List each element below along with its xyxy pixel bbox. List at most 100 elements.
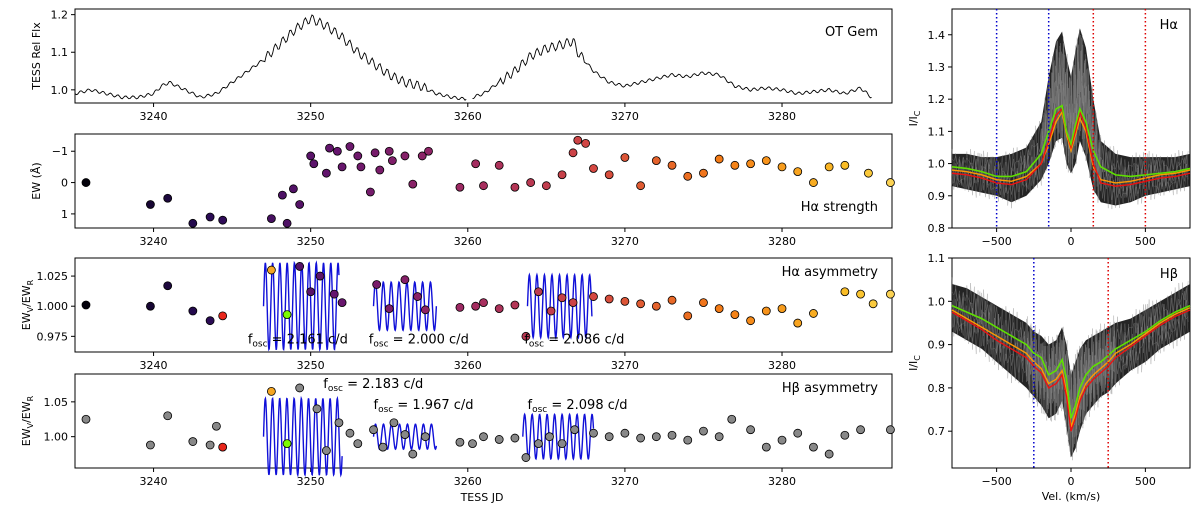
ew-point [345, 142, 355, 151]
asymmetry-point [667, 295, 677, 305]
ew-point [277, 190, 287, 200]
y-tick-label: 0.7 [928, 425, 946, 438]
ew-point [332, 146, 342, 156]
asymmetry-point [455, 437, 465, 447]
ew-point [309, 159, 319, 169]
asymmetry-point [868, 299, 878, 309]
x-tick-label: 3280 [768, 475, 796, 488]
asymmetry-point [266, 387, 276, 396]
light-curve-segment [472, 38, 872, 100]
x-tick-label: 500 [1135, 475, 1156, 488]
asymmetry-point [651, 432, 661, 442]
ew-point [809, 178, 818, 187]
asymmetry-point [727, 414, 737, 424]
x-tick-label: 0 [1068, 235, 1075, 248]
asymmetry-point [557, 293, 567, 303]
x-tick-label: 3250 [297, 359, 325, 372]
asymmetry-point [856, 289, 865, 299]
asymmetry-point [413, 292, 422, 301]
ew-point [714, 154, 724, 164]
panel-title: Hα strength [801, 200, 878, 215]
ew-point [337, 162, 347, 172]
x-tick-label: 500 [1135, 235, 1156, 248]
y-tick-label: 1.0 [51, 84, 69, 97]
spectrum-green [951, 304, 1191, 419]
asymmetry-point [746, 425, 755, 435]
y-tick-label: 1.025 [37, 270, 69, 283]
asymmetry-point [389, 418, 399, 428]
asymmetry-point [163, 411, 173, 421]
asymmetry-point [683, 435, 693, 445]
ew-point [479, 181, 488, 191]
oscillation-fit [526, 272, 593, 341]
y-tick-label: −1 [52, 145, 68, 158]
asymmetry-point [218, 442, 228, 452]
ew-point [573, 135, 583, 145]
x-tick-label: 3270 [611, 359, 639, 372]
individual-spectrum [951, 35, 1189, 203]
ew-point [325, 143, 334, 153]
asymmetry-point [369, 425, 378, 435]
ew-point [730, 160, 740, 170]
x-tick-label: 3270 [611, 235, 639, 248]
asymmetry-point [777, 435, 787, 445]
asymmetry-point [636, 433, 646, 443]
ew-point [81, 178, 91, 187]
ew-point [218, 215, 228, 225]
asymmetry-point [636, 299, 646, 309]
ew-point [699, 168, 708, 178]
spectra-envelope [952, 284, 1190, 458]
asymmetry-point [761, 306, 771, 316]
asymmetry-point [471, 301, 481, 311]
frequency-annotation: fosc = 2.000 c/d [369, 333, 469, 350]
y-tick-label: 1.000 [37, 300, 69, 313]
asymmetry-point [534, 287, 543, 297]
asymmetry-point [856, 425, 865, 435]
individual-spectrum [951, 36, 1189, 209]
y-tick-label: 0.975 [37, 330, 69, 343]
asymmetry-point [510, 300, 520, 310]
oscillation-fit [522, 412, 595, 461]
y-tick-label: 1.05 [44, 396, 69, 409]
asymmetry-point [667, 430, 677, 440]
ew-point [557, 170, 567, 180]
asymmetry-point [840, 430, 850, 440]
y-tick-label: 1.1 [51, 46, 69, 59]
asymmetry-point [714, 432, 724, 442]
x-tick-label: 3240 [140, 110, 168, 123]
spectrum-green [951, 104, 1191, 178]
asymmetry-point [699, 298, 708, 307]
spectrum-orange [951, 110, 1191, 184]
asymmetry-point [534, 439, 543, 449]
x-tick-label: 3260 [454, 359, 482, 372]
y-axis-label: EW (Å) [30, 162, 43, 199]
spectrum-red [951, 107, 1191, 187]
y-tick-label: 1.3 [928, 61, 946, 74]
asymmetry-point [337, 298, 347, 307]
y-tick-label: 1.00 [44, 431, 69, 444]
ew-point [604, 170, 614, 180]
asymmetry-point [420, 432, 430, 442]
panel-title: Hβ asymmetry [782, 381, 878, 396]
frequency-annotation: fosc = 1.967 c/d [374, 398, 474, 415]
asymmetry-point [353, 439, 363, 449]
asymmetry-point [321, 446, 331, 455]
asymmetry-point [730, 310, 740, 320]
hbeta-profile-panel: −500 0 500 0.7 0.8 0.9 1.0 1.1 I/IC Hβ [907, 252, 1191, 488]
y-tick-label: 1.0 [928, 158, 946, 171]
ew-point [408, 179, 418, 189]
asymmetry-point [408, 449, 418, 459]
asymmetry-point [81, 414, 91, 424]
ew-point [510, 182, 520, 192]
asymmetry-point [282, 439, 292, 449]
x-tick-label: 3280 [768, 235, 796, 248]
ew-point [840, 160, 850, 170]
frequency-annotation: fosc = 2.086 c/d [524, 333, 624, 350]
panel-title: Hβ [1160, 267, 1178, 282]
asymmetry-point [570, 425, 580, 435]
x-tick-label: 3240 [140, 235, 168, 248]
asymmetry-point [455, 303, 465, 312]
frequency-annotation: fosc = 2.183 c/d [323, 377, 423, 394]
asymmetry-point [146, 440, 155, 450]
ew-point [777, 162, 787, 172]
